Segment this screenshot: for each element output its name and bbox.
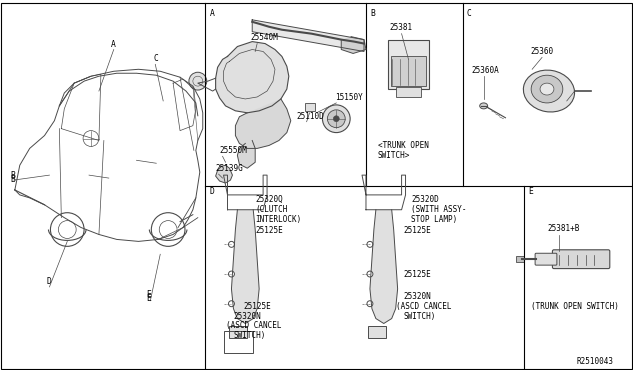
Polygon shape (232, 210, 259, 324)
Text: B: B (370, 9, 375, 18)
FancyBboxPatch shape (552, 250, 610, 269)
Bar (223, 331, 253, 353)
Text: R2510043: R2510043 (577, 357, 614, 366)
Text: B: B (10, 175, 15, 184)
Polygon shape (216, 165, 232, 183)
Text: C: C (467, 9, 472, 18)
Bar (305, 103, 314, 111)
Text: (TRUNK OPEN SWITCH): (TRUNK OPEN SWITCH) (531, 302, 619, 311)
Polygon shape (236, 99, 291, 148)
Text: 25139G: 25139G (216, 164, 243, 173)
Bar (230, 327, 247, 338)
Text: E: E (147, 294, 151, 303)
Text: 25125E: 25125E (404, 227, 431, 235)
Text: <TRUNK OPEN: <TRUNK OPEN (378, 141, 429, 150)
Circle shape (228, 301, 234, 307)
Circle shape (228, 271, 234, 277)
Circle shape (367, 271, 373, 277)
Text: 25320Q: 25320Q (255, 195, 283, 204)
Text: C: C (154, 54, 158, 63)
Text: A: A (210, 9, 214, 18)
Circle shape (367, 301, 373, 307)
Polygon shape (237, 141, 255, 168)
Text: (ASCD CANCEL: (ASCD CANCEL (225, 321, 281, 330)
Text: 25320N: 25320N (234, 311, 261, 321)
Text: 15150Y: 15150Y (335, 93, 363, 102)
Bar (390, 57, 426, 86)
Ellipse shape (531, 75, 563, 103)
Text: 25550M: 25550M (220, 146, 247, 155)
Text: 25360A: 25360A (472, 66, 500, 75)
Polygon shape (341, 37, 366, 54)
Text: E: E (147, 290, 151, 299)
Bar (516, 256, 524, 262)
Polygon shape (370, 210, 397, 324)
Ellipse shape (524, 70, 575, 112)
Circle shape (367, 241, 373, 247)
Polygon shape (216, 42, 289, 113)
Text: 25125E: 25125E (255, 227, 283, 235)
Text: 25110D: 25110D (297, 112, 324, 121)
Text: SWITCH): SWITCH) (404, 311, 436, 321)
Text: 25320N: 25320N (404, 292, 431, 301)
Circle shape (189, 72, 207, 90)
Text: D: D (47, 277, 51, 286)
Text: E: E (528, 187, 533, 196)
Circle shape (328, 110, 345, 128)
Ellipse shape (480, 103, 488, 109)
Text: SWITCH>: SWITCH> (378, 151, 410, 160)
Bar (388, 39, 429, 89)
Text: 25125E: 25125E (404, 270, 431, 279)
Text: 25320D: 25320D (412, 195, 439, 204)
Polygon shape (252, 20, 364, 51)
Text: A: A (111, 39, 116, 48)
Text: (ASCD CANCEL: (ASCD CANCEL (396, 302, 451, 311)
Text: (SWITH ASSY-: (SWITH ASSY- (412, 205, 467, 214)
Text: 25360: 25360 (530, 48, 554, 57)
Text: STOP LAMP): STOP LAMP) (412, 215, 458, 224)
Bar (396, 87, 421, 97)
Text: 25540M: 25540M (250, 33, 278, 42)
Circle shape (333, 116, 339, 122)
Text: D: D (210, 187, 214, 196)
Circle shape (323, 105, 350, 132)
Text: 25381: 25381 (390, 23, 413, 32)
Text: SWITCH): SWITCH) (234, 331, 266, 340)
Text: INTERLOCK): INTERLOCK) (255, 215, 301, 224)
Text: 25381+B: 25381+B (547, 224, 579, 234)
FancyBboxPatch shape (535, 253, 557, 265)
Text: B: B (10, 171, 15, 180)
Ellipse shape (540, 83, 554, 95)
Text: 25125E: 25125E (243, 302, 271, 311)
Text: (CLUTCH: (CLUTCH (255, 205, 287, 214)
Bar (368, 327, 386, 338)
Circle shape (228, 241, 234, 247)
